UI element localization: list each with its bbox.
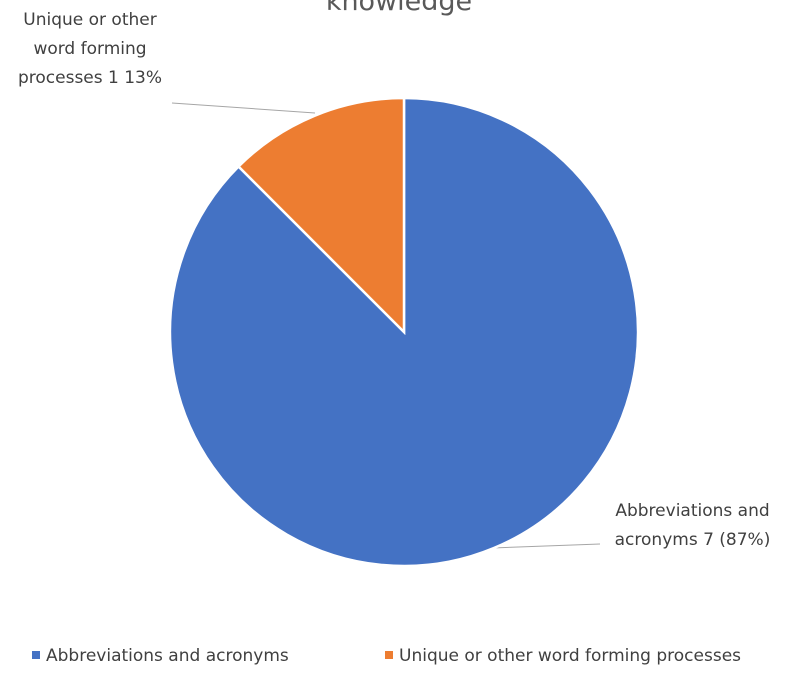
data-label: Unique or other word forming processes 1… [17, 10, 163, 88]
legend-swatch [32, 651, 40, 659]
legend-swatch [385, 651, 393, 659]
chart-title: knowledge [325, 0, 473, 17]
data-label: Abbreviations and acronyms 7 (87%) [614, 501, 771, 550]
leader-line [171, 102, 316, 114]
legend-item: Unique or other word forming processes [385, 646, 741, 666]
leader-line [491, 543, 601, 549]
legend-item: Abbreviations and acronyms [32, 646, 289, 666]
legend-label: Unique or other word forming processes [399, 646, 742, 666]
legend-label: Abbreviations and acronyms [46, 646, 289, 666]
pie-slice [236, 96, 406, 336]
